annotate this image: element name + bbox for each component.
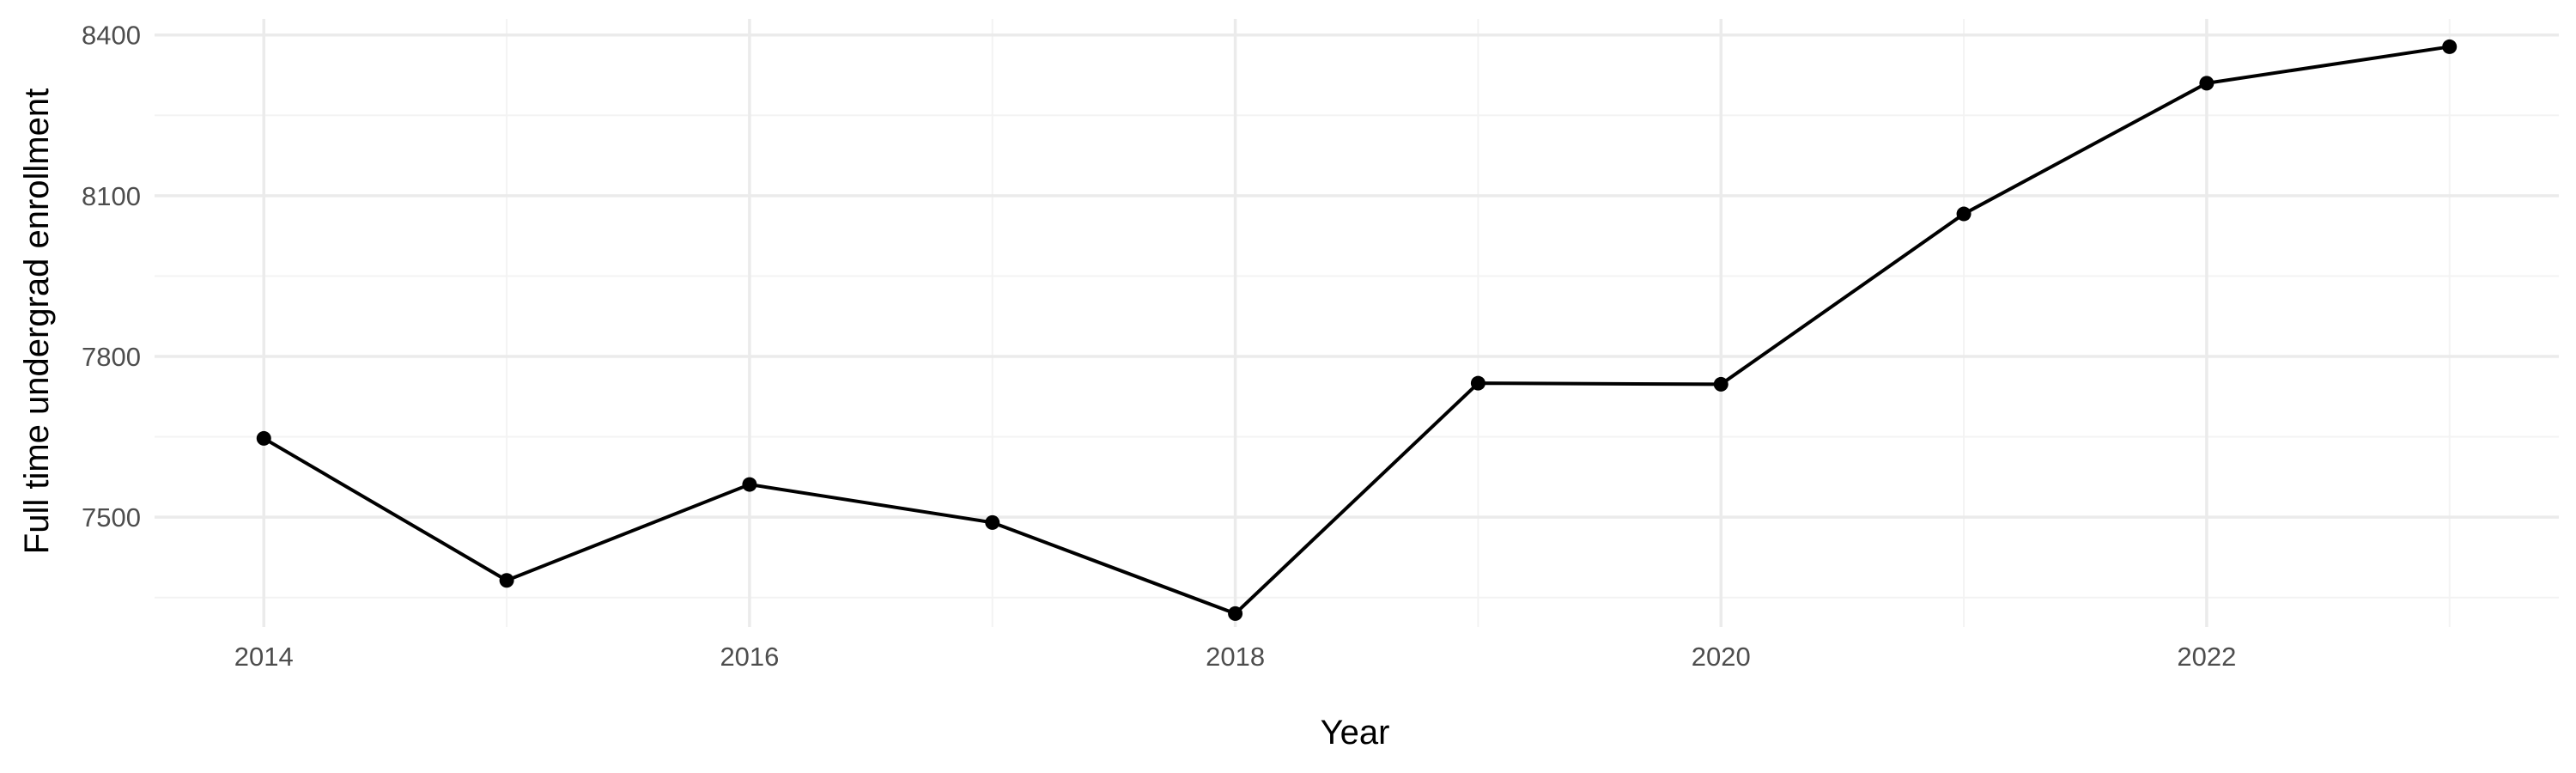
data-point (499, 573, 514, 588)
y-tick-label: 7800 (82, 342, 141, 372)
data-point (742, 477, 757, 492)
major-gridlines (155, 19, 2559, 627)
x-tick-label: 2022 (2177, 642, 2236, 672)
y-tick-label: 8100 (82, 181, 141, 211)
minor-gridlines (155, 19, 2559, 627)
x-tick-label: 2018 (1206, 642, 1265, 672)
data-point (1470, 375, 1485, 391)
y-tick-label: 8400 (82, 21, 141, 51)
tick-labels: 2014 2016 2018 2020 2022 7500 7800 8100 8400 (82, 21, 2236, 672)
y-tick-label: 7500 (82, 502, 141, 533)
data-point (2199, 76, 2215, 91)
x-tick-label: 2016 (720, 642, 779, 672)
x-tick-label: 2014 (234, 642, 294, 672)
series-layer (256, 39, 2458, 621)
y-axis-title: Full time undergrad enrollment (18, 88, 56, 554)
series-line (263, 45, 2451, 616)
data-point (1713, 376, 1728, 392)
x-tick-label: 2020 (1692, 642, 1751, 672)
data-point (256, 430, 271, 446)
data-point (2442, 39, 2458, 54)
data-point (1228, 606, 1243, 621)
x-axis-title: Year (1321, 714, 1390, 752)
data-point (1956, 206, 1971, 222)
data-point (985, 514, 1000, 530)
